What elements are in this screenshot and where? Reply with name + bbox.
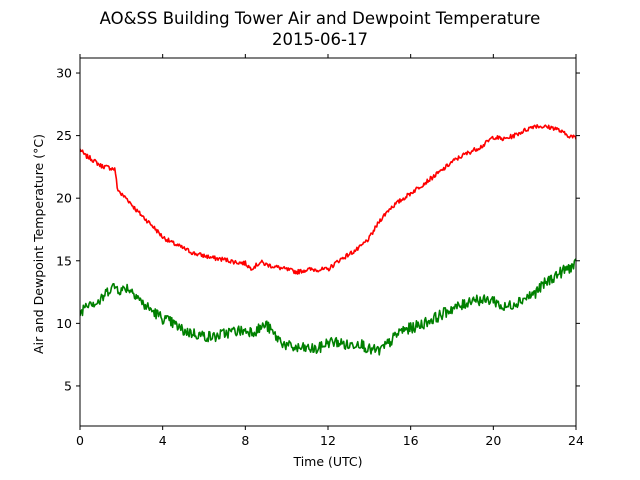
- x-tick-label: 16: [403, 433, 419, 448]
- plot-frame: [79, 57, 577, 427]
- chart-subtitle: 2015-06-17: [272, 30, 368, 49]
- x-tick-label: 8: [241, 433, 249, 448]
- x-tick-label: 12: [320, 433, 336, 448]
- x-tick-label: 20: [485, 433, 501, 448]
- y-tick-label: 5: [64, 378, 72, 393]
- y-axis-label: Air and Dewpoint Temperature (°C): [31, 134, 46, 354]
- y-tick-label: 15: [56, 253, 72, 268]
- chart-title: AO&SS Building Tower Air and Dewpoint Te…: [100, 9, 541, 28]
- air-temperature-line: [80, 124, 576, 275]
- x-tick-label: 0: [76, 433, 84, 448]
- axes-layer: 0 4 8 12 16 20 24 5 10 15 20 25 30: [56, 54, 584, 448]
- x-tick-label: 4: [159, 433, 167, 448]
- y-tick-label: 25: [56, 128, 72, 143]
- series-layer: [80, 124, 576, 356]
- x-axis-label: Time (UTC): [292, 454, 362, 469]
- y-tick-label: 10: [56, 316, 72, 331]
- y-tick-label: 30: [56, 66, 72, 81]
- y-tick-label: 20: [56, 191, 72, 206]
- x-tick-label: 24: [568, 433, 584, 448]
- dewpoint-temperature-line: [80, 258, 576, 356]
